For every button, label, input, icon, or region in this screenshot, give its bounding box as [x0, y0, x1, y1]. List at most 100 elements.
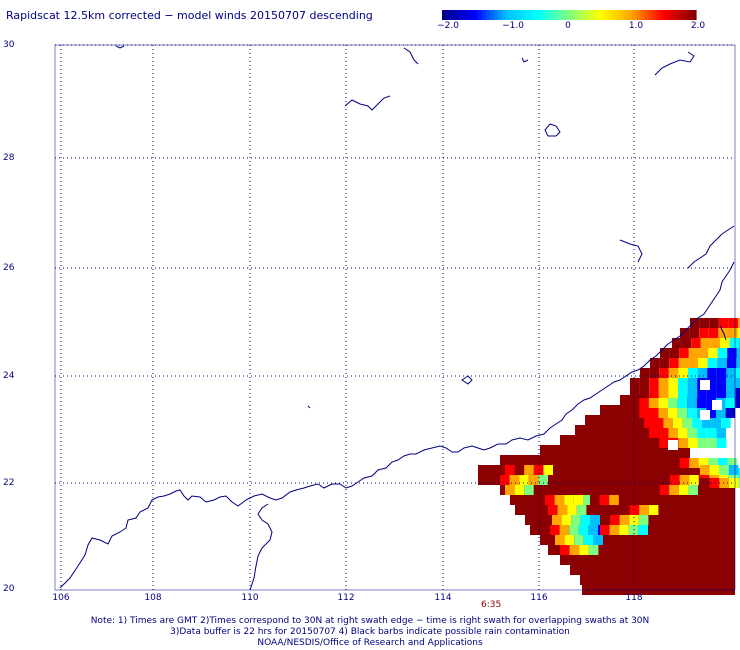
swath-cell	[738, 478, 740, 488]
swath-cell	[725, 408, 736, 418]
swath-cell	[697, 438, 708, 448]
swath-cell	[590, 495, 600, 505]
swath-cell	[737, 328, 740, 338]
swath-cell	[524, 465, 534, 475]
coastline-path	[59, 261, 735, 589]
colorbar-label: 1.0	[628, 21, 644, 31]
colorbar-swatch	[565, 10, 570, 20]
lon-tick-label: 112	[337, 593, 355, 603]
colorbar-swatch	[612, 10, 618, 20]
swath-cell	[707, 358, 718, 368]
coastline-path	[307, 405, 311, 409]
lon-tick-label: 106	[52, 593, 70, 603]
swath-cell	[524, 485, 534, 495]
swath-cell	[555, 535, 565, 545]
swath-cell	[716, 378, 726, 388]
swath-cell	[564, 535, 575, 545]
swath-cell	[660, 348, 670, 358]
swath-cell	[728, 478, 739, 488]
swath-cell	[706, 408, 716, 418]
swath-cell	[729, 338, 740, 348]
lat-tick-label: 22	[3, 478, 15, 488]
swath-cell	[678, 485, 689, 495]
swath-cell	[678, 438, 688, 448]
swath-cell	[710, 338, 720, 348]
swath-cell	[648, 398, 659, 408]
swath-cell	[619, 525, 629, 535]
swath-cell	[561, 515, 572, 525]
colorbar-swatch	[493, 10, 499, 20]
lon-tick-label: 116	[530, 593, 548, 603]
lat-tick-label: 26	[3, 263, 15, 273]
swath-cell	[688, 438, 698, 448]
swath-cell	[619, 515, 630, 525]
swath-cell	[707, 368, 717, 378]
swath-row	[540, 535, 735, 545]
swath-cell	[688, 485, 698, 495]
swath-cell	[697, 368, 708, 378]
swath-cell	[688, 358, 698, 368]
swath-cell	[571, 515, 581, 525]
colorbar-swatch	[608, 10, 614, 20]
swath-cell	[590, 515, 600, 525]
colorbar-swatch	[656, 10, 661, 20]
coastline-path	[461, 375, 473, 385]
colorbar-swatch	[672, 10, 677, 20]
swath-cell	[728, 328, 738, 338]
swath-cell	[560, 545, 570, 555]
colorbar-swatch	[449, 10, 455, 20]
swath-cell	[669, 485, 679, 495]
colorbar-label: 0	[565, 21, 571, 31]
swath-cell	[726, 358, 737, 368]
swath-cell	[639, 378, 650, 388]
swath-cell	[620, 408, 630, 418]
swath-row	[570, 565, 735, 575]
colorbar-swatch	[584, 10, 590, 20]
colorbar-swatch	[453, 10, 459, 20]
swath-row	[540, 445, 690, 455]
colorbar-swatch	[604, 10, 610, 20]
map-title: Rapidscat 12.5km corrected − model winds…	[6, 9, 373, 22]
colorbar-swatch	[668, 10, 673, 20]
swath-cell	[649, 428, 659, 438]
colorbar-swatch	[684, 10, 689, 20]
swath-cell	[697, 428, 707, 438]
colorbar-swatch	[592, 10, 598, 20]
swath-cell	[698, 348, 708, 358]
swath-cell	[735, 378, 740, 388]
swath-cell	[576, 505, 587, 515]
swath-cell	[687, 398, 697, 408]
swath-cell	[538, 475, 548, 485]
swath-cell	[638, 515, 649, 525]
swath-row	[560, 555, 735, 565]
colorbar-swatch	[569, 10, 574, 20]
swath-cell	[677, 398, 688, 408]
swath-cell	[706, 398, 716, 408]
colorbar-swatch	[644, 10, 649, 20]
colorbar-swatch	[557, 10, 562, 20]
swath-cell	[728, 465, 739, 475]
colorbar-swatch	[465, 10, 471, 20]
swath-cell	[678, 368, 688, 378]
swath-cell	[696, 398, 707, 408]
swath-cell	[736, 358, 740, 368]
swath-cell	[625, 418, 635, 428]
swath-cell	[673, 418, 683, 428]
swath-cell	[505, 485, 515, 495]
swath-cell	[658, 428, 669, 438]
swath-cell	[735, 388, 740, 398]
swath-cell	[583, 535, 594, 545]
swath-cell	[672, 338, 682, 348]
swath-time: 6:35	[481, 600, 502, 610]
swath-cell	[658, 378, 669, 388]
swath-cell	[659, 358, 670, 368]
swath-cell	[692, 418, 702, 428]
colorbar-swatch	[469, 10, 475, 20]
coastline-path	[654, 51, 695, 76]
swath-cell	[720, 338, 730, 348]
swath-cell	[718, 458, 728, 468]
swath-cell	[716, 438, 727, 448]
swath-cell	[564, 495, 574, 505]
swath-cell	[706, 388, 717, 398]
coastline-path	[687, 225, 735, 269]
